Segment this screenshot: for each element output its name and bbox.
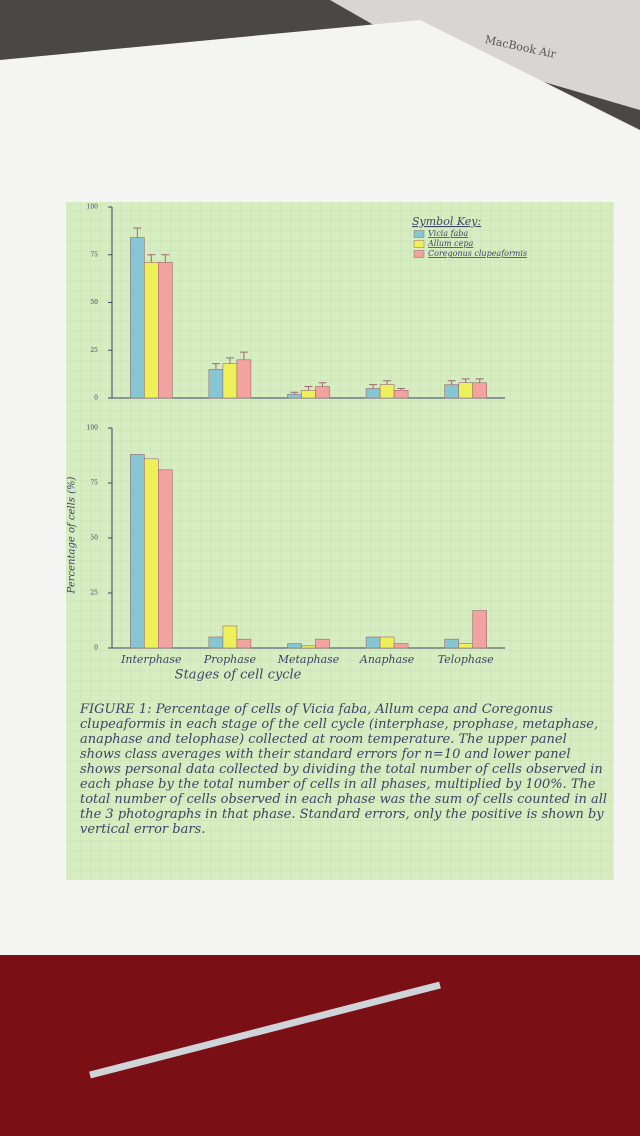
y-axis-label: Percentage of cells (%) xyxy=(67,476,78,594)
bar xyxy=(144,262,159,399)
bar xyxy=(365,388,381,399)
legend-label: Vicia faba xyxy=(428,229,468,238)
bar xyxy=(130,454,145,649)
bar xyxy=(222,625,238,649)
legend-title: Symbol Key: xyxy=(412,215,481,228)
x-tick-label: Interphase xyxy=(120,653,182,666)
bar xyxy=(458,382,474,399)
error-bar xyxy=(383,380,392,385)
bar xyxy=(472,610,488,649)
error-bar xyxy=(369,384,378,389)
error-bar xyxy=(161,254,170,263)
bar xyxy=(315,386,330,399)
bar xyxy=(393,390,409,399)
y-tick-label: 100 xyxy=(87,204,99,211)
legend-label: Coregonus clupeaformis xyxy=(428,249,527,258)
bar xyxy=(130,237,145,399)
fabric xyxy=(0,955,640,1136)
error-bar xyxy=(290,391,299,395)
error-bar xyxy=(475,378,484,383)
bar xyxy=(158,262,173,399)
y-tick-label: 0 xyxy=(94,645,98,652)
pen xyxy=(89,981,441,1079)
x-axis-label: Stages of cell cycle xyxy=(175,668,302,683)
error-bar xyxy=(397,387,406,391)
error-bar xyxy=(239,351,248,360)
y-tick-label: 0 xyxy=(94,395,98,402)
bar xyxy=(208,369,224,399)
bar xyxy=(287,393,302,399)
x-tick-label: Anaphase xyxy=(359,653,415,666)
figure-caption: FIGURE 1: Percentage of cells of Vicia f… xyxy=(80,702,608,837)
bar xyxy=(379,384,395,399)
y-tick-label: 100 xyxy=(87,425,99,432)
error-bar xyxy=(211,363,220,370)
bar xyxy=(365,636,381,649)
error-bar xyxy=(133,227,142,238)
legend-swatch xyxy=(413,250,425,258)
y-tick-label: 25 xyxy=(90,347,98,354)
y-tick-label: 25 xyxy=(90,590,98,597)
legend-label: Allum cepa xyxy=(427,239,474,248)
y-tick-label: 75 xyxy=(90,480,98,487)
bar xyxy=(458,643,474,649)
bar xyxy=(379,636,395,649)
bar xyxy=(144,458,159,649)
y-tick-label: 75 xyxy=(90,251,98,258)
bar xyxy=(158,469,173,649)
bar xyxy=(301,645,316,649)
error-bar xyxy=(447,380,456,385)
x-tick-label: Telophase xyxy=(438,653,494,666)
error-bar xyxy=(225,357,234,364)
error-bar xyxy=(304,386,313,391)
error-bar xyxy=(147,254,156,263)
bar xyxy=(208,636,224,649)
legend-swatch xyxy=(413,240,425,248)
bar xyxy=(222,363,238,399)
x-tick-label: Metaphase xyxy=(277,653,340,666)
error-bar xyxy=(318,382,327,387)
y-tick-label: 50 xyxy=(90,299,98,306)
legend-swatch xyxy=(413,230,425,238)
x-tick-label: Prophase xyxy=(203,653,257,666)
bar xyxy=(472,382,488,399)
bar xyxy=(444,384,460,399)
bar xyxy=(236,359,252,399)
error-bar xyxy=(461,378,470,383)
bar xyxy=(301,390,316,399)
y-tick-label: 50 xyxy=(90,535,98,542)
bar xyxy=(287,643,302,649)
bar xyxy=(393,643,409,649)
bar xyxy=(236,638,252,649)
bar xyxy=(315,638,330,649)
bar xyxy=(444,638,460,649)
